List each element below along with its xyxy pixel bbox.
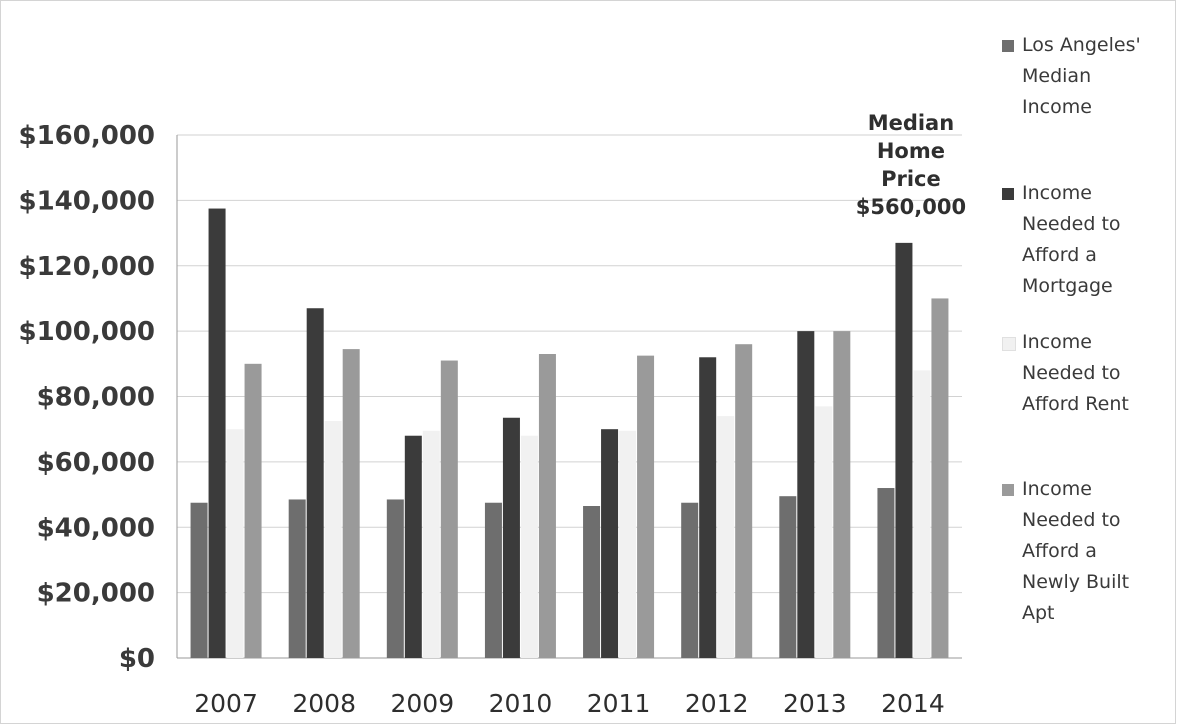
legend-label-line: Afford a [1022,540,1097,562]
legend-label-line: Mortgage [1022,275,1113,297]
bar-2014-series-0 [877,488,895,658]
bar-2007-series-1 [208,208,226,658]
x-tick-label: 2014 [881,689,945,718]
legend-label-line: Apt [1022,602,1055,624]
bar-2012-series-3 [735,344,753,658]
legend-label-line: Needed to [1022,213,1121,235]
legend-label-line: Los Angeles' [1022,34,1141,56]
bar-2009-series-2 [422,430,440,658]
legend-label-line: Needed to [1022,362,1121,384]
x-tick-label: 2010 [489,689,553,718]
bar-2013-series-2 [815,406,833,658]
bar-2013-series-0 [779,496,797,658]
y-tick-label: $160,000 [18,121,155,151]
annotation-line: Median [868,111,955,135]
bar-2007-series-3 [244,363,262,658]
y-tick-label: $40,000 [37,513,155,543]
legend-item: Income Needed to Afford a Newly Built Apt [1000,474,1129,629]
bar-2014-series-3 [931,298,949,658]
bar-2011-series-0 [583,506,601,658]
bar-2014-series-1 [895,242,913,658]
legend-swatch [1002,337,1016,351]
y-tick-label: $100,000 [18,317,155,347]
y-tick-label: $20,000 [37,579,155,609]
bar-2012-series-2 [717,416,735,658]
bar-2012-series-1 [699,357,717,658]
x-tick-label: 2013 [783,689,847,718]
legend-swatch [1002,484,1014,496]
bar-2013-series-3 [833,331,851,658]
legend-label-line: Income [1022,478,1092,500]
legend-item: Income Needed to Afford Rent [1000,327,1129,420]
bar-2008-series-1 [306,308,324,658]
annotation-line: Price [881,167,941,191]
bar-2008-series-2 [324,421,342,658]
bar-2014-series-2 [913,370,931,658]
legend-label-line: Median [1022,65,1092,87]
bar-2009-series-0 [386,499,404,658]
y-tick-label: $80,000 [37,383,155,413]
y-tick-label: $140,000 [18,186,155,216]
legend-label-line: Afford Rent [1022,393,1129,415]
legend-label-line: Income [1022,96,1092,118]
bar-2012-series-0 [681,502,699,658]
x-tick-label: 2008 [292,689,356,718]
legend-item: Income Needed to Afford a Mortgage [1000,178,1121,302]
legend-label-line: Needed to [1022,509,1121,531]
legend-label-line: Income [1022,182,1092,204]
legend-item: Los Angeles' Median Income [1000,30,1141,123]
x-tick-label: 2009 [391,689,455,718]
x-tick-label: 2011 [587,689,651,718]
y-tick-label: $0 [119,644,155,674]
bar-2010-series-2 [520,435,538,658]
x-tick-label: 2012 [685,689,749,718]
bar-2011-series-1 [601,429,619,658]
y-tick-label: $120,000 [18,252,155,282]
bar-2011-series-2 [619,430,637,658]
bar-2011-series-3 [637,355,655,658]
bar-2007-series-0 [190,502,208,658]
bar-2008-series-0 [288,499,306,658]
bar-2007-series-2 [226,429,244,658]
x-tick-label: 2007 [194,689,258,718]
bar-2008-series-3 [342,349,360,658]
bar-2010-series-0 [484,502,502,658]
y-tick-label: $60,000 [37,448,155,478]
bar-2010-series-3 [538,354,556,658]
bar-2009-series-1 [404,435,422,658]
bar-2013-series-1 [797,331,815,658]
legend-label-line: Newly Built [1022,571,1130,593]
annotation-line: $560,000 [856,195,966,219]
legend-label-line: Afford a [1022,244,1097,266]
bar-2009-series-3 [440,360,458,658]
legend-swatch [1002,40,1014,52]
legend-label-line: Income [1022,331,1092,353]
bar-2010-series-1 [502,417,520,658]
legend-swatch [1002,188,1014,200]
annotation-line: Home [877,139,945,163]
